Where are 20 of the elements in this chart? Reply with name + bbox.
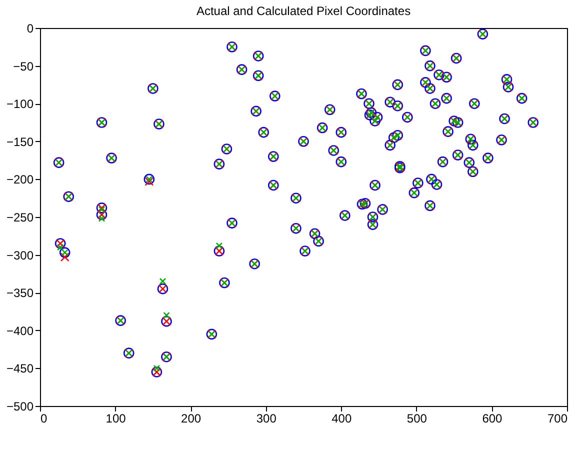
y-tick-label: −50 xyxy=(13,59,34,74)
y-tick-label: −100 xyxy=(6,97,34,112)
chart-title: Actual and Calculated Pixel Coordinates xyxy=(196,4,411,18)
x-tick-label: 600 xyxy=(482,412,503,426)
y-tick-label: −200 xyxy=(6,172,34,187)
x-tick-label: 100 xyxy=(106,412,126,426)
x-tick-label: 300 xyxy=(256,412,277,426)
y-tick-label: 0 xyxy=(26,22,34,36)
x-tick-label: 500 xyxy=(406,412,428,426)
y-tick-label: −350 xyxy=(6,286,34,300)
y-tick-label: −150 xyxy=(6,134,34,149)
y-tick-label: −450 xyxy=(6,362,34,376)
y-tick-label: −400 xyxy=(6,324,34,338)
x-tick-label: 0 xyxy=(40,412,48,426)
y-tick-label: −300 xyxy=(6,248,34,262)
y-tick-label: −250 xyxy=(6,210,34,224)
x-tick-label: 700 xyxy=(547,412,568,426)
x-tick-label: 400 xyxy=(332,412,352,426)
x-tick-label: 200 xyxy=(181,412,202,426)
y-tick-label: −500 xyxy=(6,400,34,414)
